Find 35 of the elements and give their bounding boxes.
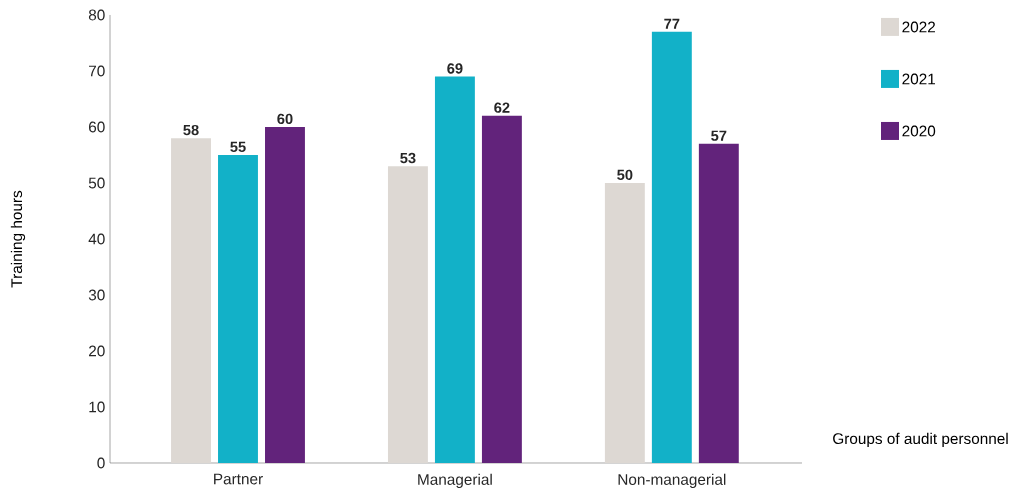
data-label: 57 — [711, 130, 727, 141]
y-tick-label: 50 — [88, 177, 105, 189]
y-tick-label: 30 — [88, 289, 105, 301]
x-tick-label: Partner — [214, 473, 263, 485]
bar — [387, 166, 428, 463]
data-label: 69 — [447, 63, 463, 74]
bar — [218, 154, 258, 463]
bar — [265, 126, 305, 463]
data-label: 50 — [617, 169, 633, 181]
x-axis-title: Groups of audit personnel — [833, 432, 1008, 448]
bar — [604, 182, 645, 463]
legend-label: 2020 — [902, 125, 936, 137]
legend-label: 2021 — [902, 73, 936, 85]
y-tick-label: 70 — [89, 65, 105, 77]
y-tick-label: 80 — [88, 9, 105, 21]
bar — [698, 143, 739, 463]
y-tick-label: 10 — [89, 401, 105, 413]
bar — [171, 138, 211, 463]
x-tick-label: Non-managerial — [618, 473, 726, 488]
y-tick-label: 60 — [89, 121, 105, 133]
y-tick-label: 0 — [97, 457, 105, 469]
data-label: 53 — [400, 152, 416, 164]
y-tick-label: 40 — [88, 233, 105, 245]
y-tick-label: 20 — [89, 345, 105, 357]
data-label: 62 — [494, 102, 510, 113]
data-label: 60 — [277, 113, 293, 125]
data-label: 55 — [230, 141, 246, 153]
bar — [481, 115, 522, 463]
bar — [651, 31, 692, 463]
x-tick-label: Managerial — [418, 473, 492, 488]
legend-label: 2022 — [902, 21, 935, 33]
y-axis-title: Training hours — [10, 190, 26, 288]
data-label: 77 — [664, 18, 680, 29]
data-label: 58 — [183, 124, 199, 136]
bar — [434, 76, 475, 463]
